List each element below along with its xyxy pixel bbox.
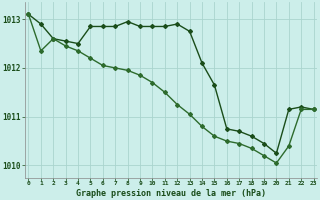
X-axis label: Graphe pression niveau de la mer (hPa): Graphe pression niveau de la mer (hPa) (76, 189, 266, 198)
